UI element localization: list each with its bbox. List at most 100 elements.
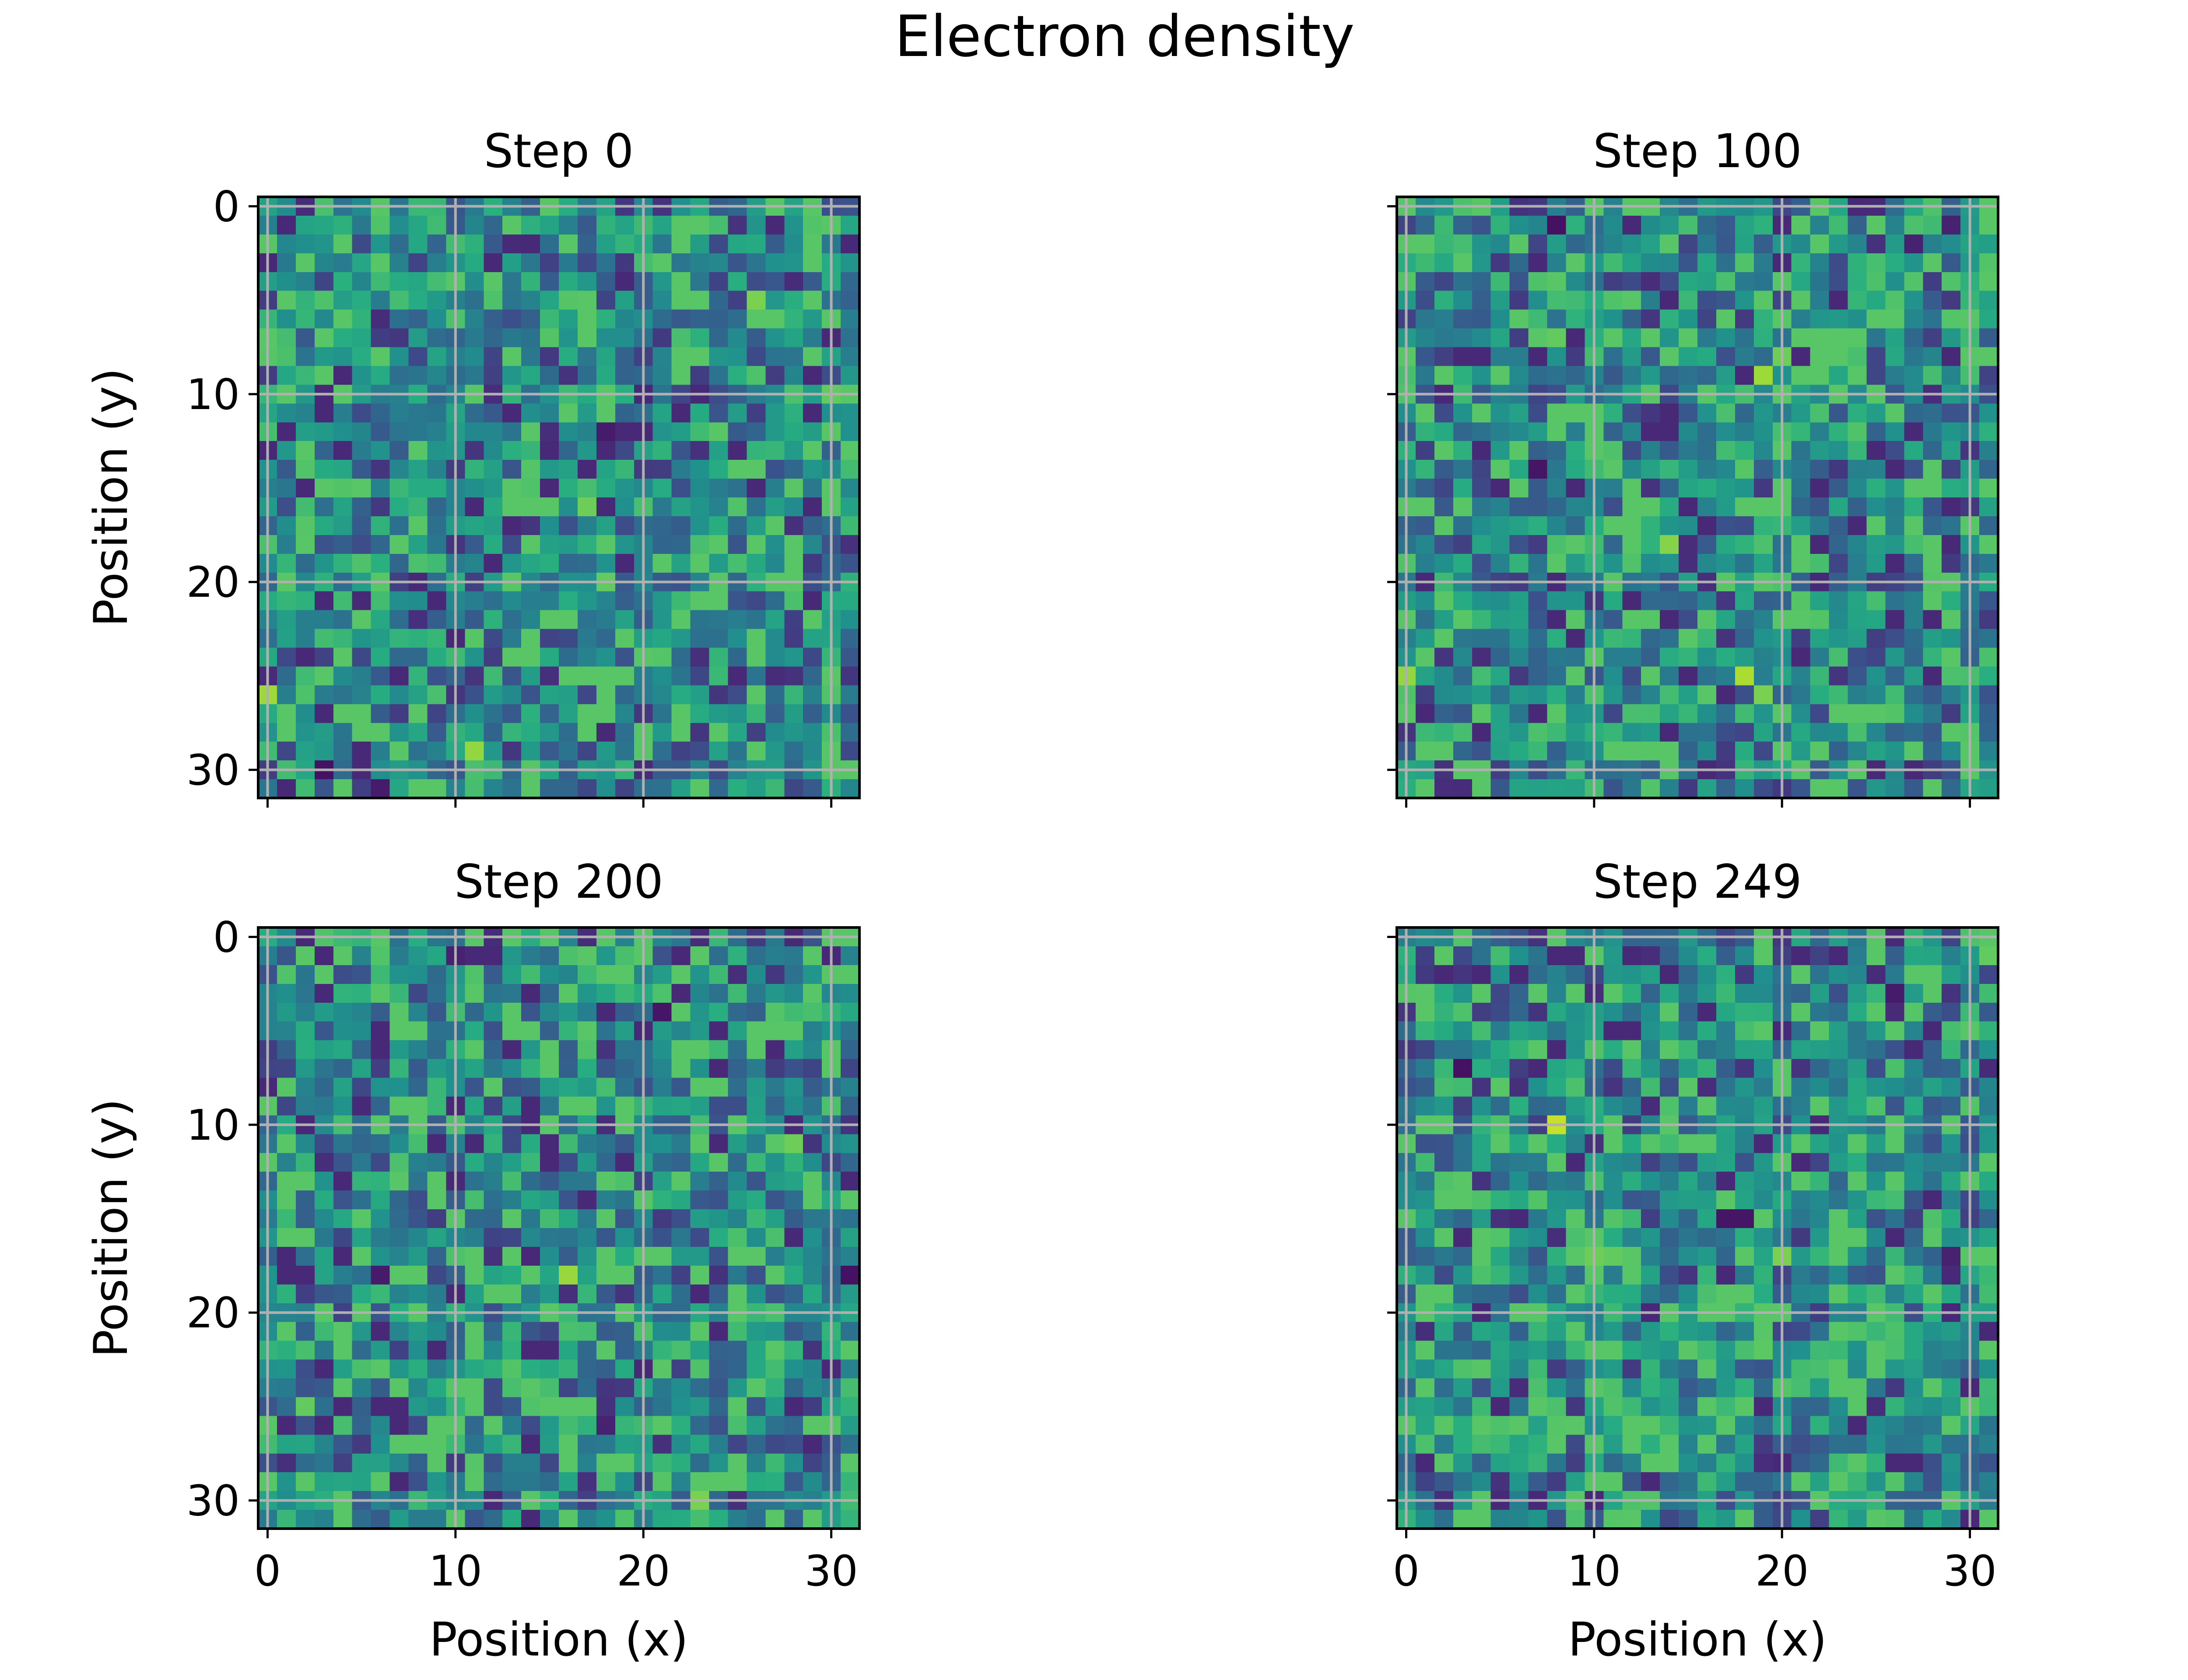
heatmap-cell [1660,215,1679,235]
heatmap-cell [1697,441,1717,460]
heatmap-cell [615,742,635,761]
heatmap-cell [295,1340,315,1360]
heatmap-cell [1716,704,1736,723]
heatmap-cell [333,1246,353,1266]
heatmap-cell [1547,1059,1567,1078]
heatmap-cell [389,685,409,704]
heatmap-cell [1810,1510,1830,1529]
heatmap-cell [765,535,785,554]
heatmap-cell [314,685,334,704]
heatmap-cell [1547,1228,1567,1247]
heatmap-cell [502,516,522,536]
heatmap-cell [1829,666,1848,686]
heatmap-cell [1566,946,1585,966]
heatmap-cell [1716,1378,1736,1398]
heatmap-cell [1810,685,1830,704]
heatmap-cell [314,1153,334,1172]
heatmap-cell [540,309,559,329]
heatmap-cell [1810,234,1830,254]
x-tick-label: 0 [1393,1547,1420,1596]
heatmap-cell [1622,422,1641,441]
heatmap-cell [1942,1246,1961,1266]
heatmap-cell [1641,1153,1660,1172]
heatmap-cell [784,965,803,984]
heatmap-cell [277,1228,296,1247]
heatmap-cell [1547,1322,1567,1341]
heatmap-cell [1679,1472,1698,1491]
heatmap-cell [1622,1190,1641,1210]
heatmap-cell [1472,497,1491,517]
heatmap-cell [1660,441,1679,460]
heatmap-cell [671,479,691,498]
heatmap-cell [389,253,409,273]
panel-frame [1396,926,1999,1530]
heatmap-cell [352,479,372,498]
heatmap-cell [333,946,353,966]
heatmap-cell [1810,1059,1830,1078]
heatmap-cell [502,479,522,498]
heatmap-cell [295,1059,315,1078]
heatmap-cell [1923,253,1942,273]
heatmap-cell [1641,516,1660,536]
heatmap-cell [1509,253,1529,273]
heatmap-cell [709,535,729,554]
heatmap-cell [389,234,409,254]
heatmap-cell [1509,965,1529,984]
heatmap-cell [1791,1209,1811,1228]
heatmap-cell [1603,965,1623,984]
heatmap-cell [1791,366,1811,385]
heatmap-cell [1472,1134,1491,1153]
heatmap-cell [841,328,860,348]
heatmap-cell [615,685,635,704]
heatmap-cell [784,723,803,742]
heatmap-cell [747,403,766,423]
heatmap-cell [1490,347,1510,367]
heatmap-cell [1566,1378,1585,1398]
heatmap-cell [1829,290,1848,310]
heatmap-cell [1547,215,1567,235]
heatmap-cell [1490,535,1510,554]
heatmap-cell [728,1397,747,1416]
heatmap-cell [1810,403,1830,423]
heatmap-cell [1603,290,1623,310]
heatmap-cell [1566,629,1585,648]
heatmap-cell [1697,272,1717,291]
heatmap-cell [841,347,860,367]
heatmap-cell [784,1078,803,1097]
heatmap-cell [841,1416,860,1435]
heatmap-cell [333,553,353,573]
heatmap-cell [1415,328,1435,348]
heatmap-cell [1453,1209,1473,1228]
heatmap-cell [1979,1059,1999,1078]
heatmap-cell [671,290,691,310]
heatmap-cell [333,253,353,273]
heatmap-cell [1434,516,1454,536]
heatmap-cell [1885,1340,1904,1360]
heatmap-cell [277,347,296,367]
x-tick-label: 10 [1567,1547,1621,1596]
heatmap-cell [1885,1190,1904,1210]
heatmap-cell [1679,1209,1698,1228]
heatmap-cell [1942,1209,1961,1228]
heatmap-cell [747,666,766,686]
heatmap-cell [1509,441,1529,460]
heatmap-cell [765,1172,785,1191]
heatmap-cell [427,984,446,1003]
heatmap-cell [1829,460,1848,479]
heatmap-cell [1509,1228,1529,1247]
heatmap-cell [1547,422,1567,441]
heatmap-cell [1923,1453,1942,1473]
heatmap-cell [1603,1472,1623,1491]
heatmap-cell [841,1378,860,1398]
heatmap-cell [1979,253,1999,273]
heatmap-cell [521,1510,540,1529]
heatmap-cell [1490,1453,1510,1473]
heatmap-cell [671,1153,691,1172]
heatmap-cell [465,723,484,742]
heatmap-cell [1866,535,1886,554]
heatmap-cell [559,479,578,498]
heatmap-cell [1866,234,1886,254]
heatmap-cell [1472,1096,1491,1116]
heatmap-cell [596,328,616,348]
heatmap-cell [502,1172,522,1191]
